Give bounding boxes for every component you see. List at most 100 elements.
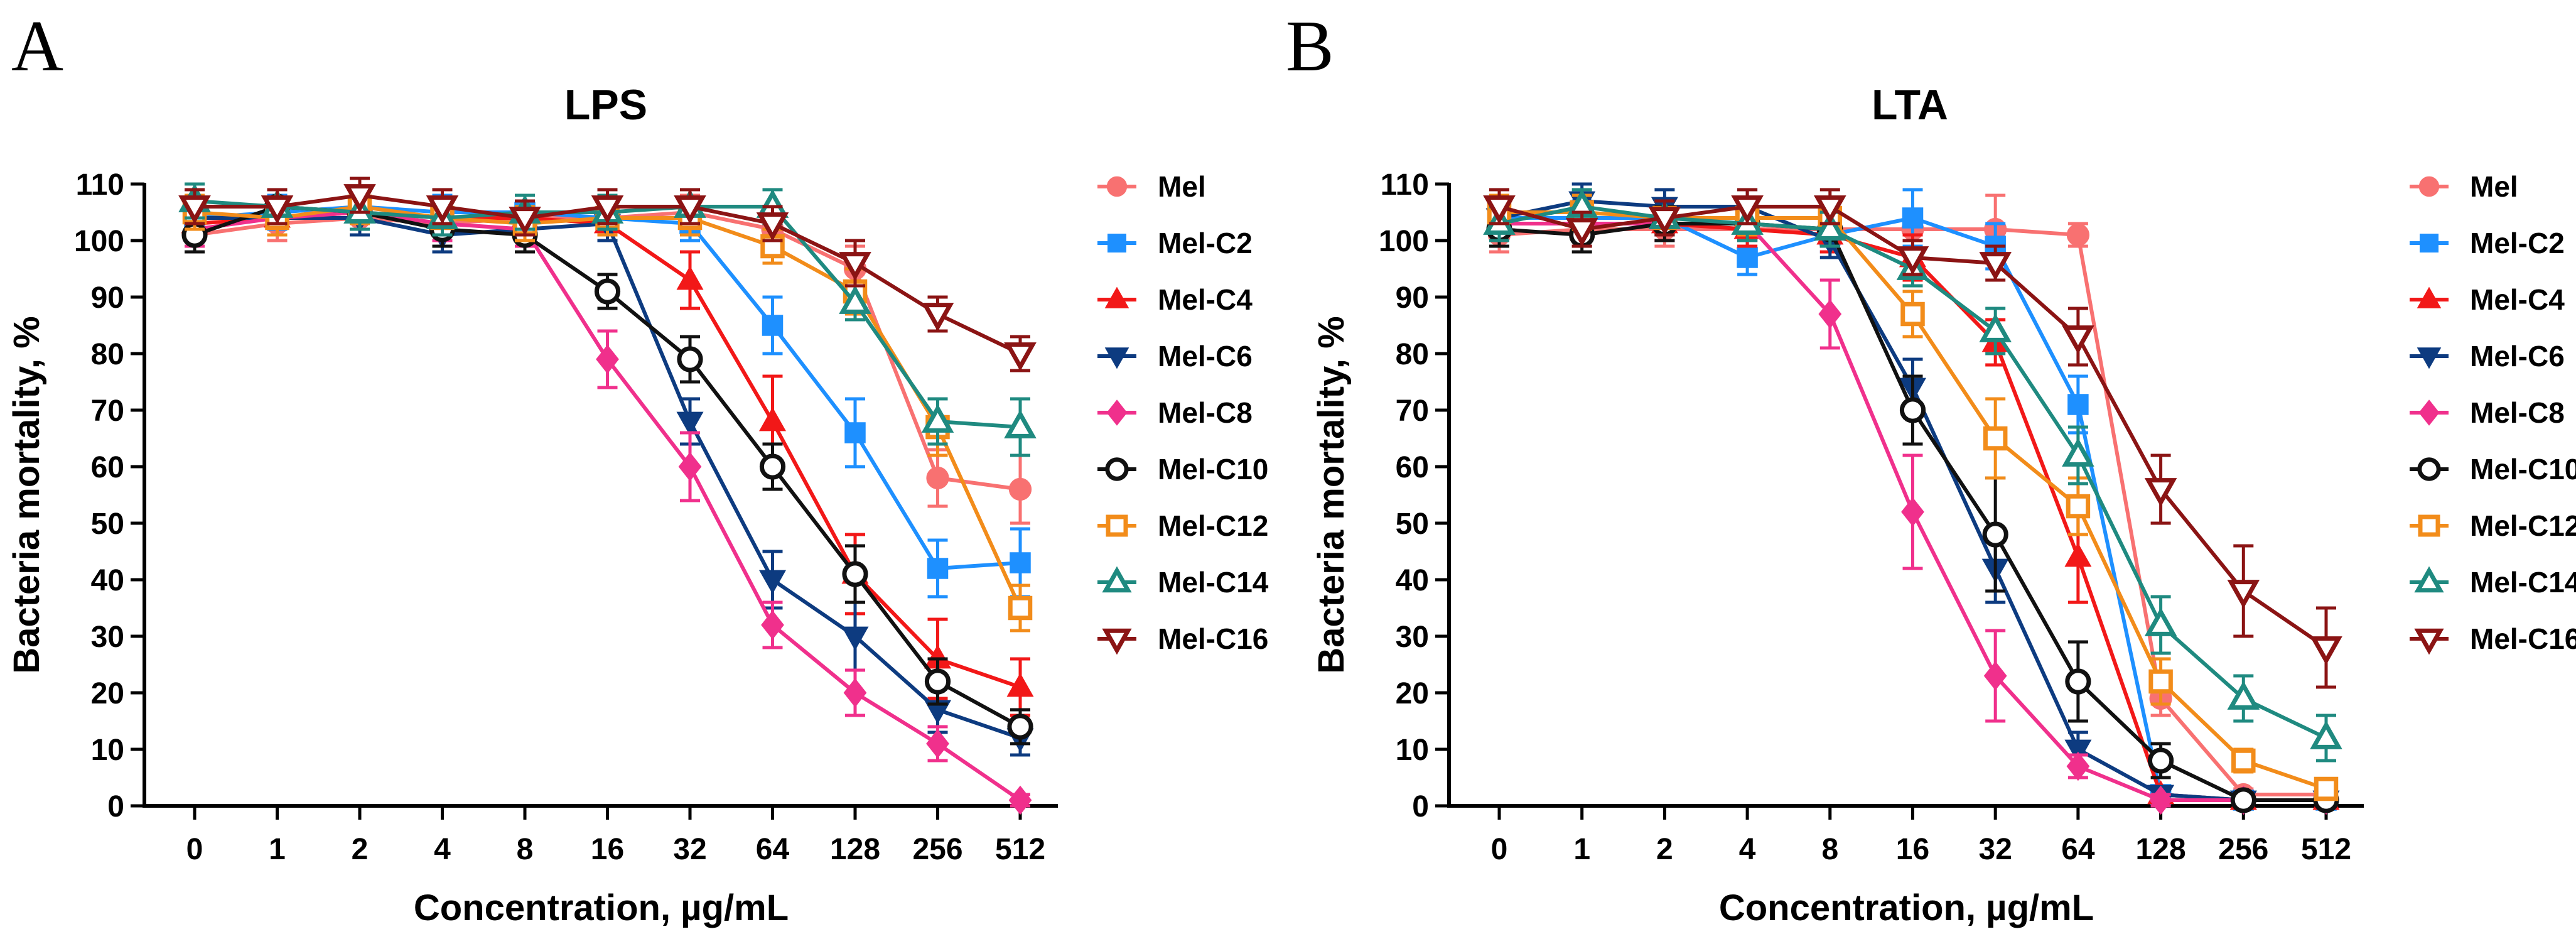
data-point (1814, 195, 1846, 224)
x-tick-label: 32 (673, 833, 706, 866)
x-tick-label: 1 (269, 833, 286, 866)
legend-label: Mel-C12 (2470, 509, 2576, 542)
data-point (841, 626, 869, 651)
data-point (759, 453, 786, 480)
data-point (676, 266, 704, 290)
legend-label: Mel-C16 (2470, 622, 2576, 655)
x-tick-label: 8 (1821, 833, 1838, 866)
data-point (676, 411, 704, 436)
y-tick-label: 70 (91, 394, 124, 428)
data-point (1008, 595, 1033, 621)
legend-item-mel-c2: Mel-C2 (1097, 227, 1253, 259)
y-tick-label: 70 (1396, 394, 1429, 428)
legend-marker (2420, 234, 2439, 252)
data-point (2148, 747, 2174, 774)
x-tick-label: 0 (1491, 833, 1508, 866)
data-point (2062, 438, 2094, 467)
y-tick-label: 40 (1396, 564, 1429, 597)
data-point (2064, 739, 2092, 764)
x-tick-label: 32 (1979, 833, 2012, 866)
data-point (1008, 785, 1032, 815)
legend-marker (1104, 347, 1129, 369)
x-tick-label: 0 (186, 833, 203, 866)
data-point (1007, 714, 1033, 740)
y-axis-label: Bacteria mortality, % (6, 316, 47, 673)
data-point (1731, 195, 1764, 224)
chart-panel-lps: LPS 0 10 20 30 40 50 60 70 80 90 100 110 0 1 2 4 8 16 32 64 1… (6, 81, 1269, 928)
legend-item-mel-c2: Mel-C2 (2410, 227, 2565, 259)
y-tick-label: 0 (107, 790, 124, 823)
data-point (924, 668, 951, 695)
data-point (678, 452, 702, 482)
legend-marker (1105, 457, 1129, 481)
data-point (677, 346, 703, 372)
data-point (2231, 748, 2256, 773)
y-tick-label: 110 (1381, 168, 1429, 202)
legend-label: Mel-C10 (1158, 453, 1268, 486)
legend-label: Mel-C4 (1158, 283, 1253, 316)
legend-marker (2417, 347, 2442, 369)
y-tick-label: 50 (91, 507, 124, 541)
data-point (756, 212, 789, 241)
legend-item-mel-c16: Mel-C16 (1097, 622, 1268, 655)
legend-label: Mel-C14 (2470, 566, 2576, 599)
x-tick-label: 4 (434, 833, 451, 866)
x-tick-label: 512 (2301, 833, 2351, 866)
legend-label: Mel-C8 (1158, 396, 1253, 429)
legend-label: Mel-C2 (2470, 227, 2565, 259)
data-point (2066, 494, 2091, 519)
data-point (1648, 207, 1681, 236)
legend-marker (1106, 399, 1128, 426)
x-tick-label: 2 (352, 833, 369, 866)
y-tick-label: 60 (91, 451, 124, 484)
y-tick-label: 90 (1396, 281, 1429, 315)
x-tick-label: 128 (830, 833, 880, 866)
data-point (839, 252, 871, 281)
data-point (509, 207, 541, 236)
y-tick-label: 20 (91, 677, 124, 710)
y-tick-label: 40 (91, 564, 124, 597)
legend-item-mel-c4: Mel-C4 (1097, 283, 1253, 316)
data-point (1896, 246, 1929, 275)
y-tick-label: 60 (1396, 451, 1429, 484)
y-tick-label: 20 (1396, 677, 1429, 710)
legend: Mel Mel-C2 Mel-C4 Mel-C6 Mel-C8 Mel-C10 Mel-C1… (2410, 170, 2576, 655)
data-point (2230, 787, 2256, 813)
data-point (843, 678, 867, 708)
legend-item-mel-c6: Mel-C6 (1097, 340, 1253, 372)
legend-item-mel-c8: Mel-C8 (1097, 396, 1253, 429)
y-tick-label: 50 (1396, 507, 1429, 541)
legend-item-mel: Mel (2410, 170, 2518, 203)
x-tick-label: 256 (912, 833, 962, 866)
data-point (178, 195, 211, 224)
legend-item-mel-c10: Mel-C10 (1097, 453, 1268, 486)
y-axis-label: Bacteria mortality, % (1311, 316, 1352, 673)
legend-item-mel-c12: Mel-C12 (2410, 509, 2576, 542)
panel-b-letter: B (1286, 6, 1334, 86)
legend-item-mel-c8: Mel-C8 (2410, 396, 2565, 429)
data-point (842, 561, 868, 587)
legend-item-mel-c4: Mel-C4 (2410, 283, 2565, 316)
series-mel-c16 (1483, 188, 2342, 689)
legend-marker (1102, 628, 1132, 655)
x-tick-label: 128 (2136, 833, 2186, 866)
data-point (2067, 394, 2089, 415)
data-point (674, 195, 706, 224)
data-point (594, 278, 621, 305)
data-point (1901, 497, 1924, 527)
y-tick-label: 110 (76, 168, 124, 202)
x-axis-label: Concentration, µg/mL (1719, 887, 2094, 928)
data-point (1818, 299, 1842, 329)
data-point (2062, 325, 2094, 354)
y-tick-label: 10 (91, 734, 124, 767)
legend-label: Mel-C10 (2470, 453, 2576, 486)
legend-label: Mel-C12 (1158, 509, 1268, 542)
data-point (1565, 218, 1598, 247)
legend-item-mel-c12: Mel-C12 (1097, 509, 1268, 542)
legend-item-mel-c16: Mel-C16 (2410, 622, 2576, 655)
data-point (921, 303, 954, 332)
x-tick-label: 64 (756, 833, 790, 866)
legend-marker (2414, 566, 2444, 593)
legend-label: Mel-C6 (2470, 340, 2565, 372)
data-point (1979, 252, 2012, 281)
